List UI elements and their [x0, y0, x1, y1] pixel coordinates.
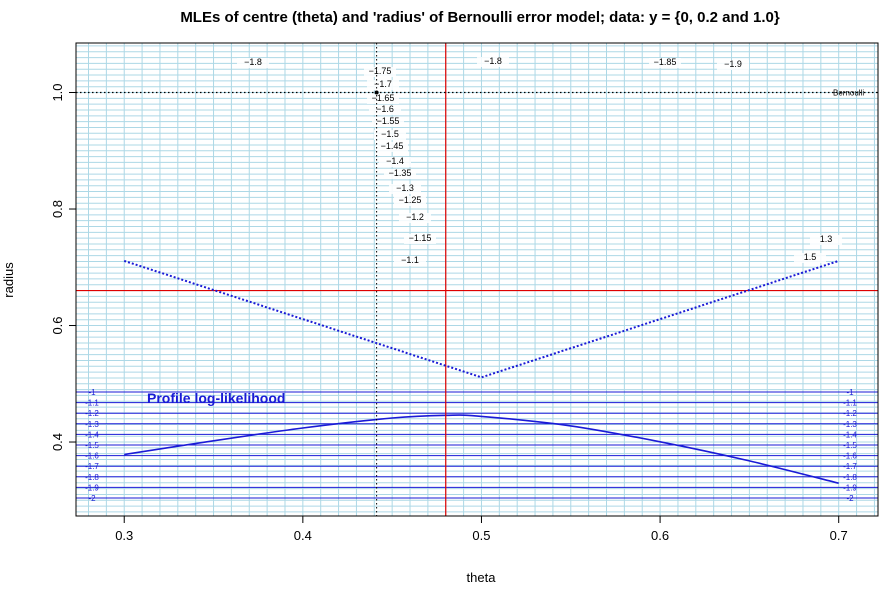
contour-label-bg: [369, 105, 401, 115]
y-tick-label: 0.8: [50, 200, 65, 218]
contour-label-bg: [367, 80, 399, 90]
contour-label-bg: [384, 169, 416, 179]
profile-level-label-right: -1.5: [843, 441, 857, 450]
x-tick-label: 0.4: [294, 528, 312, 543]
contour-label-bg: [404, 234, 436, 244]
contour-label: −1.15: [409, 233, 432, 243]
contour-label-bg: [394, 256, 426, 266]
profile-level-label-left: -1.8: [85, 473, 99, 482]
contour-label: −1.5: [381, 129, 399, 139]
profile-level-label-right: -1.6: [843, 452, 857, 461]
contour-layer: −1.1 −1.15 −1.2 −1.25 −1.3 −1.35 −1.4 −1.45 −1.5…: [237, 56, 842, 266]
contour-label-bg: [649, 58, 681, 68]
contour-label-bg: [374, 130, 406, 140]
profile-level-label-left: -1.7: [85, 462, 99, 471]
profile-level-label-right: -1.9: [843, 483, 857, 492]
profile-title: Profile log-likelihood: [147, 390, 285, 406]
contour-label-bg: [364, 67, 396, 77]
profile-level-label-right: -1.7: [843, 462, 857, 471]
profile-level-label-right: -1.3: [843, 420, 857, 429]
y-tick-label: 0.4: [50, 433, 65, 451]
y-tick-label: 1.0: [50, 83, 65, 101]
profile-level-label-left: -1.9: [85, 483, 99, 492]
contour-label: −1.35: [389, 168, 412, 178]
contour-label-bg: [394, 196, 426, 206]
contour-label-bg: [717, 60, 749, 70]
contour-label: −1.55: [377, 116, 400, 126]
profile-level-label-right: -1.8: [843, 473, 857, 482]
contour-label-bg: [379, 157, 411, 167]
y-tick-label: 0.6: [50, 316, 65, 334]
contour-label: −1.2: [406, 212, 424, 222]
x-tick-label: 0.5: [472, 528, 490, 543]
contour-label: −1.75: [369, 66, 392, 76]
profile-level-label-right: -1.2: [843, 409, 857, 418]
contour-label-bg: [794, 253, 826, 263]
x-axis-label: theta: [467, 570, 497, 585]
contour-label: −1.1: [401, 255, 419, 265]
contour-label-bg: [367, 94, 399, 104]
contour-label-bg: [477, 57, 509, 67]
axes-layer: 0.3 0.4 0.5 0.6 0.7 0.4 0.6 0.8 1.0: [50, 83, 848, 543]
bernoulli-label: Bernoulli: [833, 89, 864, 98]
profile-level-label-left: -1.4: [85, 430, 99, 439]
chart-title: MLEs of centre (theta) and 'radius' of B…: [180, 9, 780, 26]
contour-label: 1.5: [804, 252, 817, 262]
contour-label-bg: [237, 58, 269, 68]
profile-level-label-left: -1: [88, 388, 96, 397]
contour-label: −1.4: [386, 156, 404, 166]
contour-label: −1.45: [381, 141, 404, 151]
contour-label-bg: [810, 235, 842, 245]
contour-label: 1.3: [820, 234, 833, 244]
y-axis-label: radius: [1, 262, 16, 298]
contour-label: −1.8: [484, 56, 502, 66]
contour-label: −1.8: [244, 57, 262, 67]
profile-level-label-left: -2: [88, 494, 96, 503]
profile-level-label-right: -1: [846, 388, 854, 397]
profile-level-label-right: -1.1: [843, 399, 857, 408]
contour-label-bg: [399, 213, 431, 223]
profile-level-label-right: -2: [846, 494, 854, 503]
contour-label: −1.6: [376, 104, 394, 114]
bernoulli-point: [374, 90, 379, 95]
mle-ridge-curve: [123, 259, 840, 379]
contour-label-bg: [372, 117, 404, 127]
profile-level-label-left: -1.1: [85, 399, 99, 408]
contour-label-bg: [389, 184, 421, 194]
x-tick-label: 0.7: [830, 528, 848, 543]
profile-level-label-left: -1.3: [85, 420, 99, 429]
contour-label: −1.25: [399, 195, 422, 205]
x-tick-label: 0.6: [651, 528, 669, 543]
contour-label-bg: [376, 142, 408, 152]
contour-label: −1.7: [374, 79, 392, 89]
contour-label: −1.65: [372, 93, 395, 103]
overlay-layer: Bernoulli: [76, 43, 878, 516]
contour-label: −1.9: [724, 59, 742, 69]
profile-level-label-left: -1.5: [85, 441, 99, 450]
profile-loglik-curve: [124, 414, 839, 484]
profile-layer: -1 -1-1.1 -1.1-1.2 -1.2-1.3 -1.3-1.4 -1.4-1.5…: [76, 388, 878, 503]
x-tick-label: 0.3: [115, 528, 133, 543]
profile-level-label-right: -1.4: [843, 430, 857, 439]
profile-level-label-left: -1.6: [85, 452, 99, 461]
contour-label: −1.85: [654, 57, 677, 67]
contour-label: −1.3: [396, 183, 414, 193]
profile-level-label-left: -1.2: [85, 409, 99, 418]
